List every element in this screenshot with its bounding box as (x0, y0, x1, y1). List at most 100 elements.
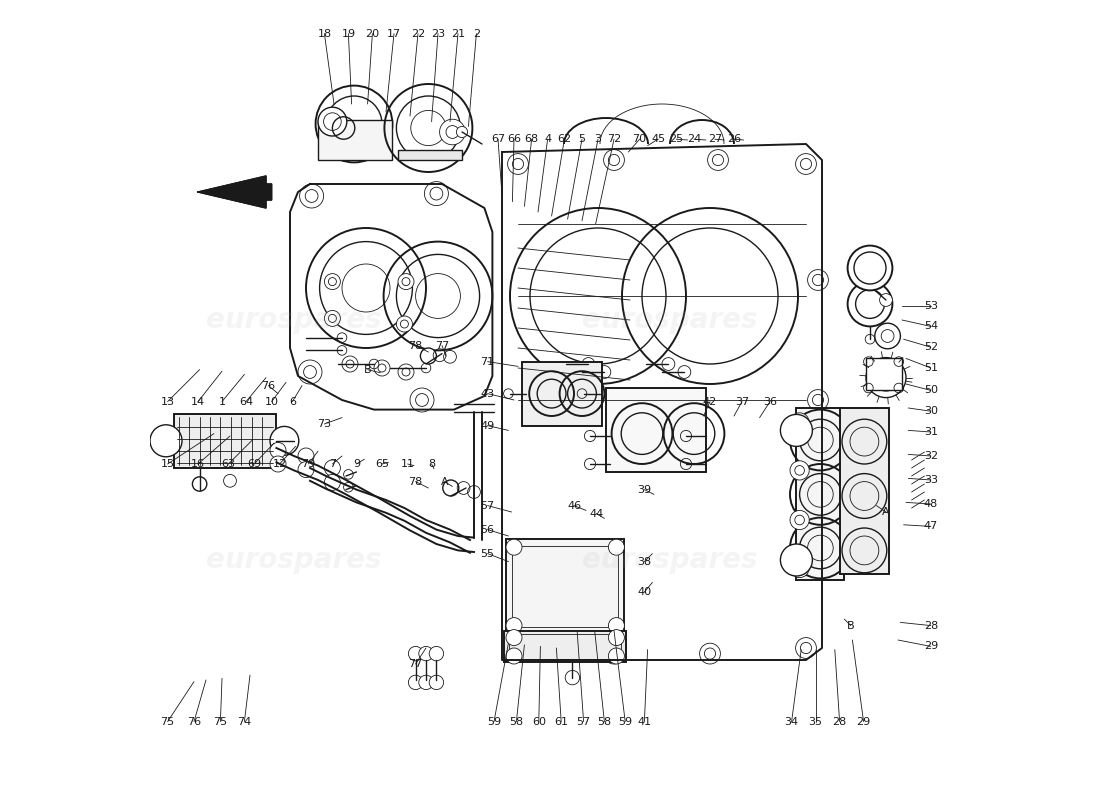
Text: 25: 25 (669, 134, 683, 144)
Text: 9: 9 (353, 459, 360, 469)
Circle shape (506, 618, 522, 634)
Text: eurospares: eurospares (207, 546, 382, 574)
Bar (839, 408, 889, 574)
Text: 57: 57 (481, 501, 495, 510)
Circle shape (223, 474, 236, 487)
Text: 32: 32 (924, 451, 938, 461)
Text: 44: 44 (590, 509, 604, 518)
Text: 53: 53 (924, 301, 938, 310)
Bar (505, 631, 626, 662)
Circle shape (662, 358, 674, 370)
Text: 35: 35 (808, 717, 823, 726)
Circle shape (150, 425, 182, 457)
Text: 37: 37 (735, 397, 749, 406)
Circle shape (299, 184, 323, 208)
Text: 10: 10 (265, 397, 278, 406)
Text: 18: 18 (317, 29, 331, 38)
Circle shape (507, 642, 528, 662)
Circle shape (807, 270, 828, 290)
Text: 74: 74 (238, 717, 252, 726)
Text: 75: 75 (161, 717, 175, 726)
Circle shape (707, 150, 728, 170)
Text: 20: 20 (365, 29, 380, 38)
Text: 3: 3 (594, 134, 602, 144)
Text: 56: 56 (481, 525, 495, 534)
Text: 63: 63 (221, 459, 235, 469)
Text: 19: 19 (341, 29, 355, 38)
Text: 22: 22 (411, 29, 425, 38)
Circle shape (506, 630, 522, 646)
Text: 66: 66 (507, 134, 521, 144)
Text: 59: 59 (487, 717, 502, 726)
Text: 67: 67 (491, 134, 505, 144)
Text: 45: 45 (651, 134, 666, 144)
Text: 72: 72 (607, 134, 621, 144)
Text: 55: 55 (481, 549, 495, 558)
Text: 78: 78 (408, 477, 422, 486)
Polygon shape (198, 176, 272, 208)
Text: 4: 4 (544, 134, 551, 144)
Bar (506, 539, 625, 634)
Text: 57: 57 (576, 717, 591, 726)
Text: 40: 40 (637, 587, 651, 597)
Circle shape (318, 107, 346, 136)
Circle shape (506, 539, 522, 555)
Text: 38: 38 (637, 557, 651, 566)
Text: 52: 52 (924, 342, 938, 352)
Bar (513, 546, 618, 627)
Text: 1: 1 (219, 397, 225, 406)
Text: 75: 75 (213, 717, 228, 726)
Text: 79: 79 (301, 459, 316, 469)
Text: 12: 12 (273, 459, 287, 469)
Circle shape (398, 364, 414, 380)
Text: 8: 8 (428, 459, 436, 469)
Circle shape (324, 274, 340, 290)
Text: eurospares: eurospares (582, 306, 758, 334)
Text: 78: 78 (408, 341, 422, 350)
Text: 48: 48 (924, 499, 938, 509)
Bar (866, 358, 902, 390)
Text: B: B (847, 621, 855, 630)
Circle shape (298, 360, 322, 384)
Text: 31: 31 (924, 427, 938, 437)
Circle shape (429, 646, 443, 661)
Text: 65: 65 (375, 459, 389, 469)
Text: 34: 34 (784, 717, 799, 726)
Text: A: A (441, 477, 448, 486)
Text: eurospares: eurospares (207, 306, 382, 334)
Bar (174, 414, 276, 468)
Text: 13: 13 (161, 397, 175, 406)
Circle shape (874, 323, 901, 349)
Text: 68: 68 (525, 134, 539, 144)
Circle shape (270, 426, 299, 455)
Text: 7: 7 (329, 459, 336, 469)
Text: 6: 6 (289, 397, 296, 406)
Text: 46: 46 (566, 501, 581, 510)
Text: 17: 17 (387, 29, 402, 38)
Bar (796, 408, 845, 580)
Text: 42: 42 (703, 397, 717, 406)
Text: 14: 14 (191, 397, 205, 406)
Text: 58: 58 (509, 717, 524, 726)
Circle shape (780, 544, 813, 576)
Text: 54: 54 (924, 322, 938, 331)
Circle shape (604, 150, 625, 170)
Text: 64: 64 (239, 397, 253, 406)
Text: 61: 61 (554, 717, 569, 726)
Text: 33: 33 (924, 475, 938, 485)
Text: 69: 69 (246, 459, 261, 469)
Circle shape (192, 477, 207, 491)
Text: 43: 43 (481, 389, 495, 398)
Circle shape (419, 675, 433, 690)
Circle shape (608, 648, 625, 664)
Text: 11: 11 (400, 459, 415, 469)
Bar (522, 362, 602, 426)
Text: 77: 77 (434, 341, 449, 350)
Circle shape (324, 310, 340, 326)
Text: 16: 16 (191, 459, 205, 469)
Circle shape (604, 643, 625, 664)
Text: 60: 60 (531, 717, 546, 726)
Circle shape (790, 558, 810, 578)
Circle shape (420, 348, 437, 364)
Text: 15: 15 (161, 459, 175, 469)
